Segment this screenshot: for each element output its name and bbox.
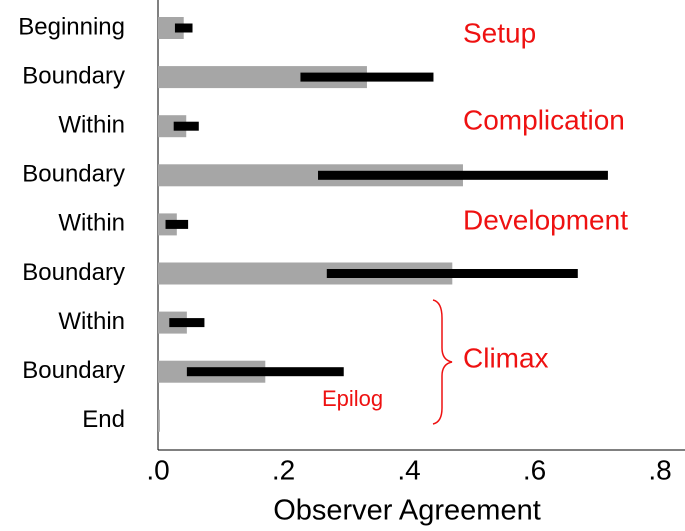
error-bar xyxy=(318,170,608,180)
y-tick-label: Within xyxy=(58,210,125,237)
y-tick-label: Within xyxy=(58,308,125,335)
y-tick-label: Boundary xyxy=(22,357,125,384)
error-bar xyxy=(186,367,344,377)
bar xyxy=(158,115,187,138)
error-bar xyxy=(326,269,578,278)
bar xyxy=(158,164,463,187)
annotation: Climax xyxy=(463,342,549,373)
x-tick-label: .8 xyxy=(648,454,671,485)
error-bar xyxy=(165,219,189,229)
y-tick-label: Within xyxy=(58,112,125,139)
x-axis-title: Observer Agreement xyxy=(273,495,541,527)
y-tick-label: Beginning xyxy=(18,13,125,40)
error-bar xyxy=(300,72,434,82)
annotation: Development xyxy=(463,204,628,235)
y-tick-label: Boundary xyxy=(22,161,125,188)
y-tick-label: Boundary xyxy=(22,259,125,286)
x-tick-label: .0 xyxy=(146,454,169,485)
annotation: Setup xyxy=(463,17,536,48)
x-tick-label: .4 xyxy=(397,454,420,485)
error-bar xyxy=(173,121,199,131)
x-tick-label: .2 xyxy=(272,454,295,485)
annotation: Complication xyxy=(463,104,625,135)
annotation: Epilog xyxy=(322,386,383,411)
bar xyxy=(158,409,160,432)
y-tick-label: Boundary xyxy=(22,62,125,89)
bar xyxy=(158,66,367,89)
bar xyxy=(158,17,184,39)
brace xyxy=(432,299,453,425)
y-tick-label: End xyxy=(82,406,125,433)
error-bar xyxy=(174,23,193,33)
x-tick-label: .6 xyxy=(523,454,546,485)
error-bar xyxy=(169,318,205,328)
bar xyxy=(158,262,453,285)
